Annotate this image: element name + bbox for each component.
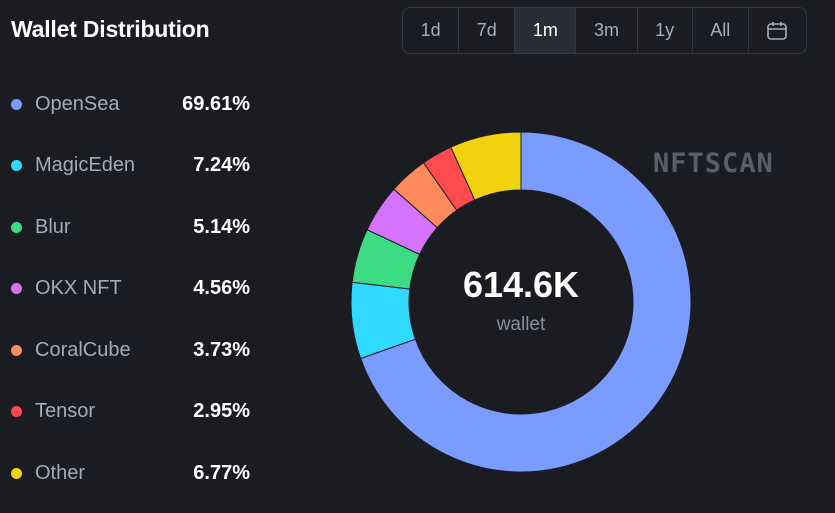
legend-item[interactable]: OpenSea 69.61% [11,89,250,119]
nftscan-watermark: NFTSCAN [653,148,774,179]
legend-percent: 5.14% [193,215,250,238]
legend-percent: 69.61% [182,92,250,115]
legend-item[interactable]: Tensor 2.95% [11,397,250,427]
legend-dot [11,221,22,233]
legend-item[interactable]: Other 6.77% [11,458,250,488]
legend-item[interactable]: MagicEden 7.24% [11,151,250,181]
range-3m-button[interactable]: 3m [576,8,638,53]
range-7d-button[interactable]: 7d [459,8,516,53]
donut-slice-opensea[interactable] [360,131,692,473]
range-1m-button[interactable]: 1m [515,8,577,53]
legend-label: OpenSea [35,92,120,115]
center-total-value: 614.6K [462,264,580,305]
donut-slice-other[interactable] [450,131,522,201]
legend-dot [11,98,22,110]
legend-label: CoralCube [35,338,131,361]
legend-percent: 6.77% [193,461,250,484]
legend-dot [11,283,22,294]
legend-label: MagicEden [35,154,136,176]
legend-dot [11,160,22,171]
calendar-button[interactable] [749,8,806,53]
range-1y-button[interactable]: 1y [638,8,693,53]
range-1d-button[interactable]: 1d [403,8,460,53]
legend-item[interactable]: OKX NFT 4.56% [11,274,250,304]
legend-dot [11,406,22,417]
legend-dot [11,467,22,479]
legend-label: Tensor [35,400,96,422]
legend-label: Other [35,461,86,484]
center-total-label: wallet [496,314,546,335]
calendar-icon [767,21,788,40]
legend-item[interactable]: CoralCube 3.73% [11,335,250,365]
legend-percent: 7.24% [193,154,250,176]
range-all-button[interactable]: All [693,8,749,53]
legend-percent: 4.56% [193,277,250,299]
time-range-selector: 1d 7d 1m 3m 1y All [402,7,807,54]
page-title: Wallet Distribution [11,16,210,42]
legend-label: OKX NFT [35,277,122,299]
legend-item[interactable]: Blur 5.14% [11,212,250,242]
legend-label: Blur [35,215,71,238]
legend-percent: 3.73% [193,338,250,361]
legend-percent: 2.95% [193,400,250,422]
legend-dot [11,344,22,356]
